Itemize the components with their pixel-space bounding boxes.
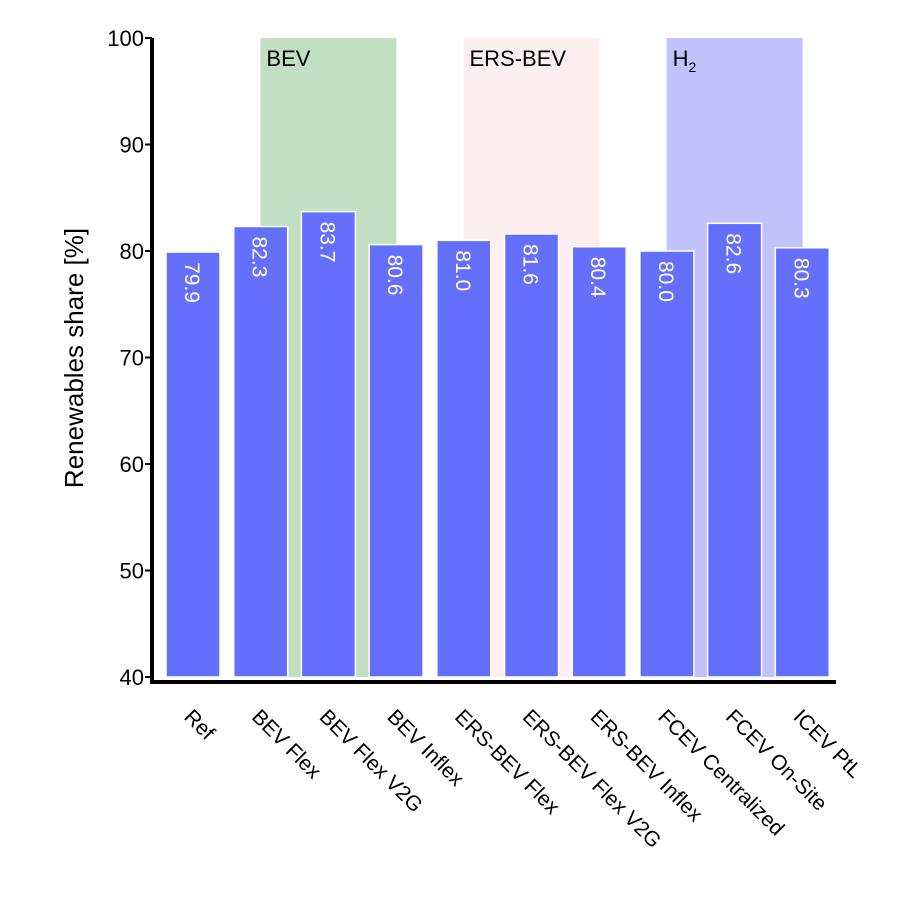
y-tick-label-3: 70 xyxy=(120,346,144,371)
y-tick-label-1: 50 xyxy=(120,559,144,584)
value-label-8: 82.6 xyxy=(722,233,745,274)
y-ticks: 40 50 60 70 80 90 100 xyxy=(107,26,152,690)
x-tick-label-0: Ref xyxy=(179,705,218,744)
value-label-1: 82.3 xyxy=(248,237,271,278)
x-tick-label-1: BEV Flex xyxy=(247,705,326,784)
y-axis-title: Renewables share [%] xyxy=(59,228,89,488)
bar-6 xyxy=(571,245,627,678)
value-label-5: 81.6 xyxy=(519,244,542,285)
y-tick-label-4: 80 xyxy=(120,239,144,264)
group-label-1: ERS-BEV xyxy=(470,46,567,71)
bar-7 xyxy=(639,250,695,678)
y-tick-label-5: 90 xyxy=(120,133,144,158)
value-label-9: 80.3 xyxy=(789,258,812,299)
bar-2 xyxy=(300,210,357,678)
axes xyxy=(150,38,836,684)
y-tick-label-0: 40 xyxy=(120,665,144,690)
bar-5 xyxy=(503,233,560,678)
value-label-4: 81.0 xyxy=(451,250,474,291)
value-label-6: 80.4 xyxy=(586,257,609,298)
value-label-7: 80.0 xyxy=(654,261,677,302)
bar-1 xyxy=(232,225,289,678)
bar-3 xyxy=(368,243,424,678)
bars: 79.9 82.3 83.7 80.6 81.0 81.6 80.4 80.0 82.6 80.3 xyxy=(165,210,831,678)
value-label-3: 80.6 xyxy=(383,255,406,296)
bar-4 xyxy=(436,239,492,678)
y-tick-label-2: 60 xyxy=(120,452,144,477)
value-label-2: 83.7 xyxy=(315,222,338,263)
group-label-0: BEV xyxy=(266,46,310,71)
y-tick-label-6: 100 xyxy=(107,26,144,51)
x-tick-label-7: FCEV Centralized xyxy=(653,705,788,840)
bar-9 xyxy=(774,247,831,678)
bar-0 xyxy=(165,251,221,678)
value-label-0: 79.9 xyxy=(180,262,203,303)
bar-8 xyxy=(706,222,763,678)
